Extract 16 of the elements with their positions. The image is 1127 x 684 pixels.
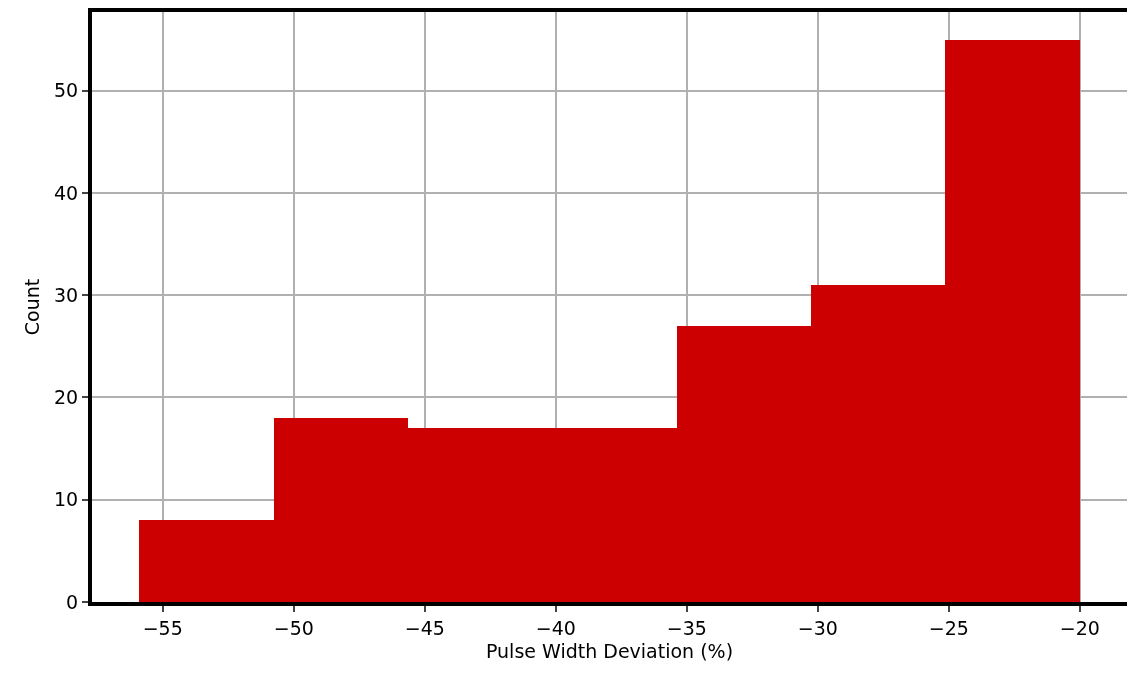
x-tick-label: −35 [666, 616, 707, 639]
y-axis-title: Count [21, 278, 44, 336]
y-tick-label: 0 [66, 590, 79, 613]
x-tick-label: −40 [535, 616, 576, 639]
y-tick-label: 40 [54, 181, 79, 204]
x-tick-label: −50 [273, 616, 314, 639]
x-tick-label: −45 [404, 616, 445, 639]
x-axis-title: Pulse Width Deviation (%) [485, 640, 734, 663]
x-tick-label: −20 [1059, 616, 1100, 639]
y-tick-label: 20 [54, 386, 79, 409]
y-tick-label: 30 [54, 283, 79, 306]
y-tick-label: 50 [54, 79, 79, 102]
x-tick-label: −55 [142, 616, 183, 639]
x-tick-label: −25 [928, 616, 969, 639]
x-tick-label: −30 [797, 616, 838, 639]
y-tick-label: 10 [54, 488, 79, 511]
